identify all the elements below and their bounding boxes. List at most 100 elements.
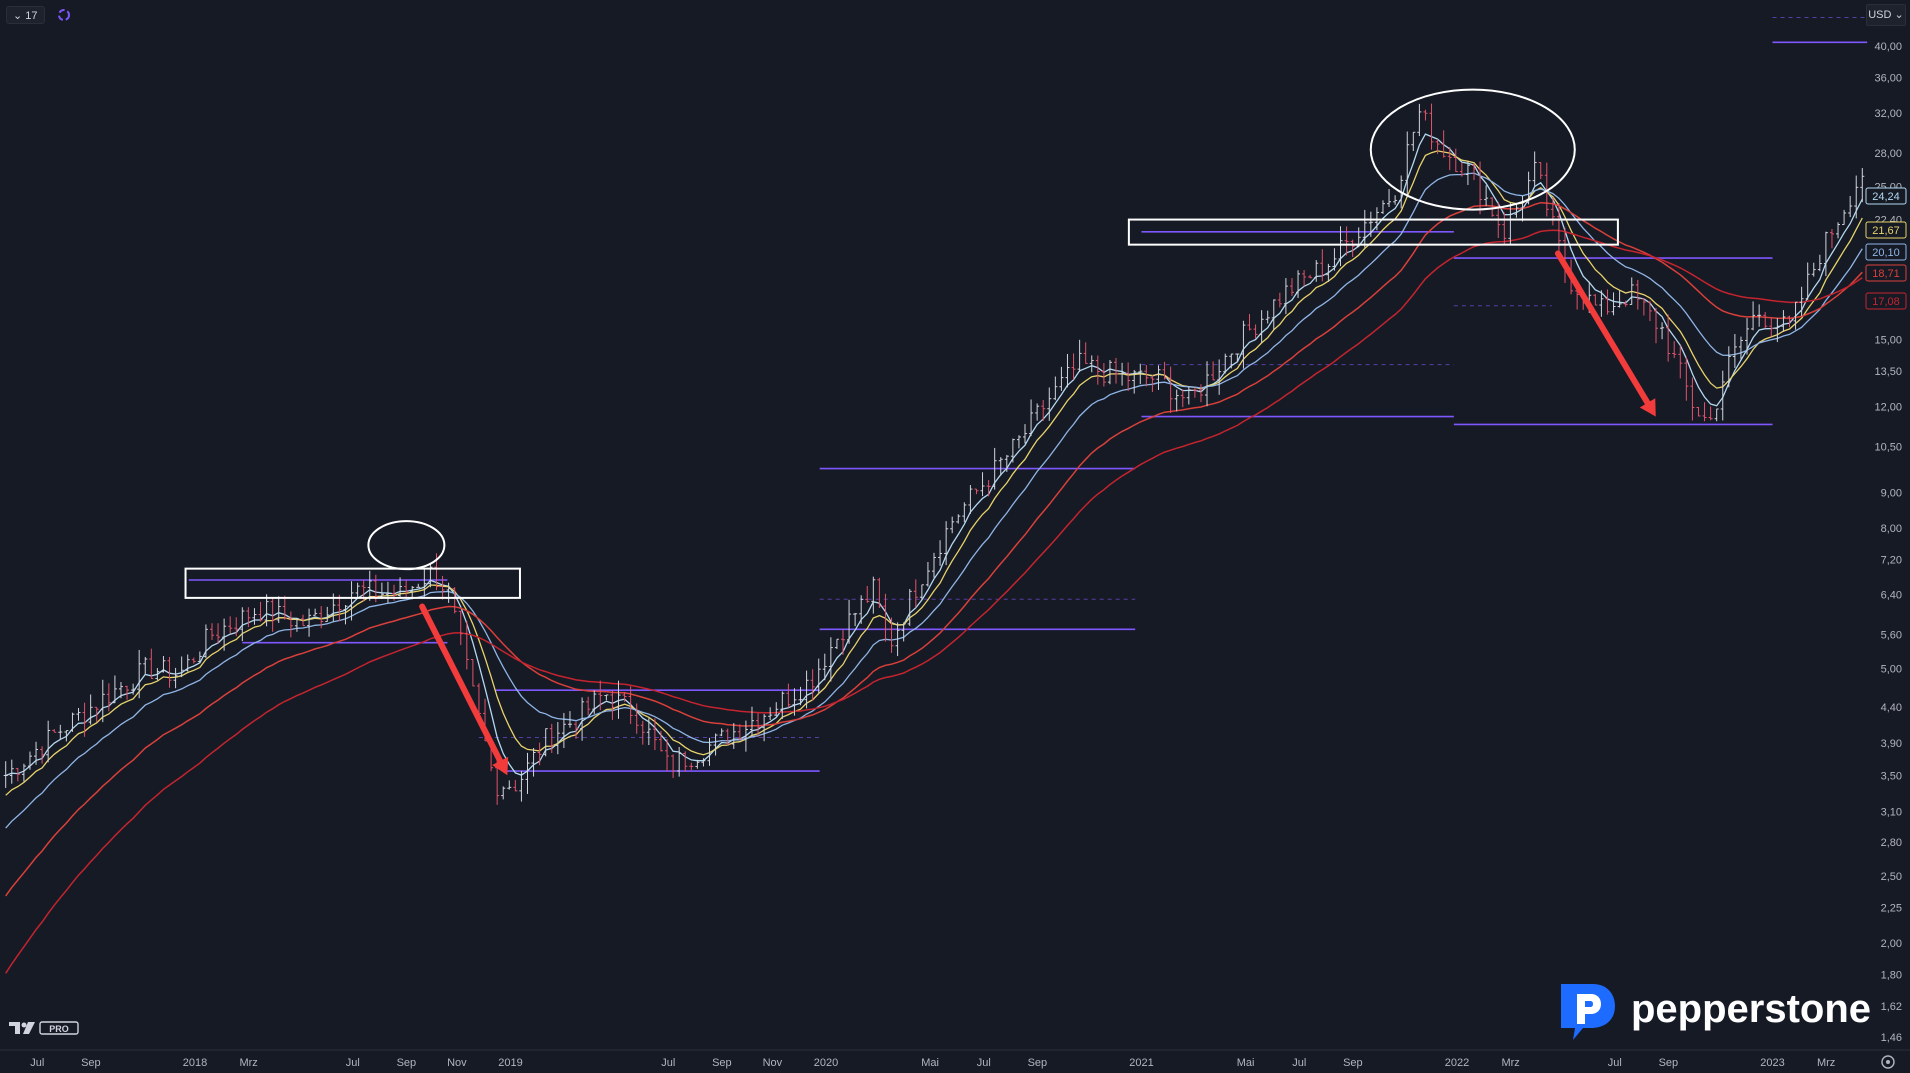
candle [883,593,888,642]
candle [470,659,475,687]
interval-button[interactable]: ⌄ 17 [6,6,45,24]
candle [1429,103,1434,150]
currency-button[interactable]: USD ⌄ [1866,4,1906,26]
candle [264,594,269,627]
moving-average-1 [5,150,1863,796]
candle [349,581,354,621]
x-tick-label: Sep [1659,1057,1679,1069]
candle [258,601,263,622]
candle [610,690,615,720]
price-badge: 21,67 [1865,221,1907,239]
sync-icon[interactable] [56,7,72,23]
candle [1362,209,1367,248]
candle [1447,147,1452,171]
candle [555,722,560,755]
candle [1308,274,1313,279]
candle [1787,315,1792,328]
candle [1101,363,1106,387]
candle [598,680,603,711]
candle [137,649,142,699]
price-badge-frame [1865,221,1907,239]
candle [592,690,597,714]
x-tick-label: 2023 [1760,1057,1784,1069]
candle [1065,353,1070,388]
candle [1150,375,1155,393]
candle [640,720,645,745]
arrow-shaft [1554,250,1651,406]
candle [1605,289,1610,315]
candle [1138,363,1143,385]
candle [713,733,718,756]
candle [1769,317,1774,337]
candle [743,720,748,752]
candle [1696,406,1701,417]
candle [422,569,427,597]
candle [1745,318,1750,355]
candle [938,540,943,566]
candle [1654,307,1659,344]
resistance-box-2018 [184,567,521,599]
candle [440,575,445,600]
candle [416,583,421,588]
candle [950,516,955,534]
y-tick-label: 13,50 [1874,366,1902,378]
candle [762,714,767,742]
candle [1817,254,1822,272]
candle [1599,290,1604,317]
candle [9,759,14,784]
candle [1174,389,1179,412]
candle [586,696,591,716]
candle [1726,346,1731,388]
arrow-head [492,756,509,776]
candle [288,611,293,638]
candle [737,724,742,740]
candle [658,730,663,752]
candle [1211,361,1216,381]
candle [792,688,797,716]
candle [1168,366,1173,413]
pepperstone-logo: pepperstone [1561,984,1871,1040]
settings-gear-icon[interactable] [1881,1055,1895,1069]
candle [671,754,676,779]
y-tick-label: 1,46 [1881,1032,1902,1044]
x-tick-label: Jul [30,1057,44,1069]
annotations [184,88,1656,776]
candle [1593,294,1598,306]
x-tick-label: 2018 [183,1057,207,1069]
candle [191,657,196,664]
candle [980,472,985,497]
candle [1538,162,1543,180]
candle [847,599,852,644]
candle [143,656,148,675]
candle [998,457,1003,476]
candle [185,654,190,672]
candle [228,616,233,634]
candle [1041,400,1046,421]
candle [1823,231,1828,277]
candle [919,584,924,601]
candle [118,681,123,699]
y-tick-label: 9,00 [1881,488,1902,500]
y-tick-label: 4,40 [1881,702,1902,714]
resistance-box-2021 [1127,218,1619,246]
x-tick-label: Sep [397,1057,417,1069]
candle [1459,162,1464,177]
candle [683,751,688,772]
candle [628,686,633,724]
price-badge-frame [1865,187,1907,205]
candle [956,514,961,524]
y-tick-label: 2,80 [1881,837,1902,849]
candle [1617,290,1622,308]
candle [1229,353,1234,369]
candle [1089,355,1094,373]
candle [822,653,827,681]
candle [877,577,882,608]
candle [282,595,287,620]
candle [355,582,360,598]
candle [379,582,384,599]
chevron-down-icon: ⌄ [1894,9,1904,21]
candle [428,563,433,588]
candle [1684,356,1689,401]
